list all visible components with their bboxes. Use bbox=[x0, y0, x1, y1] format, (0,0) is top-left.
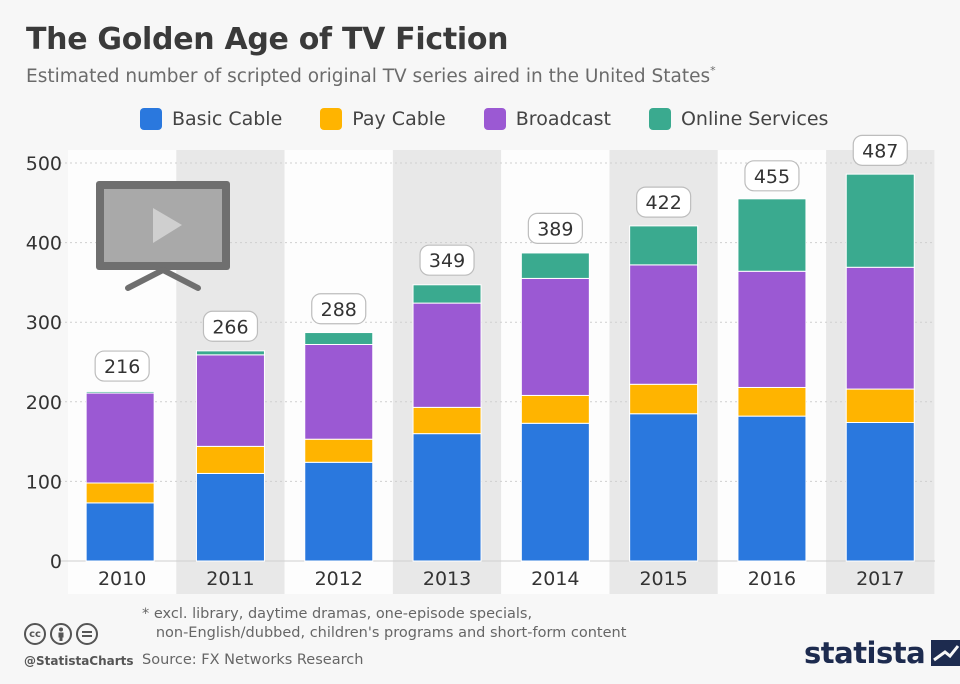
y-tick-label: 100 bbox=[26, 471, 62, 493]
total-label-2017: 487 bbox=[852, 134, 908, 166]
y-tick-label: 0 bbox=[50, 551, 62, 573]
legend-item-broadcast: Broadcast bbox=[483, 108, 611, 130]
bar-2017-basic-cable bbox=[845, 421, 915, 562]
bar-2013-pay-cable bbox=[412, 406, 482, 435]
svg-text:389: 389 bbox=[537, 218, 573, 240]
chart-title: The Golden Age of TV Fiction bbox=[26, 22, 509, 57]
bars bbox=[85, 173, 915, 562]
bar-2016-basic-cable bbox=[737, 415, 807, 562]
svg-text:455: 455 bbox=[754, 166, 790, 188]
bar-2014-broadcast bbox=[520, 277, 590, 396]
legend-label-pay-cable: Pay Cable bbox=[352, 108, 446, 130]
y-tick-label: 400 bbox=[26, 233, 62, 255]
bar-2017-broadcast bbox=[845, 266, 915, 390]
bar-2013-online-services bbox=[412, 284, 482, 304]
bar-2012-basic-cable bbox=[304, 461, 374, 562]
chart-subtitle: Estimated number of scripted original TV… bbox=[26, 64, 716, 87]
bar-2012-online-services bbox=[304, 332, 374, 345]
bar-2011-online-services bbox=[195, 350, 265, 356]
bar-2012-broadcast bbox=[304, 343, 374, 440]
bar-2017-online-services bbox=[845, 173, 915, 268]
total-label-2011: 266 bbox=[202, 310, 259, 342]
total-label-2016: 455 bbox=[744, 160, 800, 192]
x-tick-label: 2010 bbox=[98, 568, 146, 590]
subtitle-footnote-mark: * bbox=[710, 64, 716, 77]
bar-2015-online-services bbox=[629, 225, 699, 266]
y-axis: 0 100 200 300 400 500 bbox=[26, 153, 62, 573]
total-label-2013: 349 bbox=[419, 244, 475, 276]
svg-text:422: 422 bbox=[646, 192, 682, 214]
no-derivatives-icon bbox=[76, 623, 98, 645]
legend-item-online-services: Online Services bbox=[648, 108, 829, 130]
subtitle-text: Estimated number of scripted original TV… bbox=[26, 66, 711, 87]
bar-2016-online-services bbox=[737, 198, 807, 272]
bar-2014-online-services bbox=[520, 252, 590, 279]
bar-2017-pay-cable bbox=[845, 388, 915, 423]
x-axis: 2010 2011 2012 2013 2014 2015 2016 2017 bbox=[98, 568, 904, 590]
footnote: * excl. library, daytime dramas, one-epi… bbox=[142, 606, 627, 641]
svg-text:288: 288 bbox=[321, 299, 357, 321]
total-label-2015: 422 bbox=[636, 186, 692, 218]
attribution-icon bbox=[50, 623, 72, 645]
svg-text:216: 216 bbox=[104, 356, 140, 378]
bar-2011-basic-cable bbox=[195, 472, 265, 562]
svg-text:487: 487 bbox=[862, 140, 898, 162]
creative-commons-icon: cc bbox=[24, 623, 46, 645]
bar-2011-broadcast bbox=[195, 354, 265, 447]
x-tick-label: 2011 bbox=[206, 568, 254, 590]
legend-swatch-broadcast bbox=[483, 108, 506, 130]
license-icons: cc bbox=[24, 623, 98, 645]
social-handle: @StatistaCharts bbox=[24, 654, 134, 668]
y-tick-label: 200 bbox=[26, 392, 62, 414]
legend-item-basic-cable: Basic Cable bbox=[140, 108, 282, 130]
legend-swatch-basic-cable bbox=[140, 108, 162, 130]
bar-2010-broadcast bbox=[85, 392, 155, 484]
bar-2015-broadcast bbox=[629, 264, 699, 385]
bar-2014-pay-cable bbox=[520, 394, 590, 424]
y-tick-label: 500 bbox=[26, 153, 62, 175]
bar-2012-pay-cable bbox=[304, 438, 374, 463]
statista-mark-icon bbox=[931, 640, 960, 666]
x-tick-label: 2014 bbox=[531, 568, 579, 590]
total-label-2010: 216 bbox=[94, 350, 150, 382]
bar-2013-broadcast bbox=[412, 302, 482, 408]
x-tick-label: 2017 bbox=[856, 568, 904, 590]
brand-wordmark: statista bbox=[804, 636, 926, 670]
total-label-2014: 389 bbox=[527, 212, 583, 244]
x-tick-label: 2012 bbox=[315, 568, 363, 590]
statista-logo[interactable]: statista bbox=[804, 636, 960, 670]
bar-2010-basic-cable bbox=[85, 502, 155, 562]
x-tick-label: 2015 bbox=[639, 568, 687, 590]
bar-2015-pay-cable bbox=[629, 383, 699, 415]
bar-2015-basic-cable bbox=[629, 413, 699, 562]
legend: Basic Cable Pay Cable Broadcast Online S… bbox=[140, 108, 828, 130]
bar-2010-online-services bbox=[85, 390, 155, 394]
x-tick-label: 2013 bbox=[423, 568, 471, 590]
total-label-2012: 288 bbox=[311, 293, 367, 325]
svg-text:349: 349 bbox=[429, 250, 465, 272]
legend-item-pay-cable: Pay Cable bbox=[320, 108, 446, 130]
bar-2010-pay-cable bbox=[85, 482, 155, 504]
bar-2011-pay-cable bbox=[195, 445, 265, 474]
bar-2016-pay-cable bbox=[737, 386, 807, 417]
svg-text:266: 266 bbox=[212, 316, 248, 338]
bar-2013-basic-cable bbox=[412, 433, 482, 562]
tv-icon bbox=[96, 181, 230, 291]
bar-2016-broadcast bbox=[737, 270, 807, 388]
legend-label-online-services: Online Services bbox=[680, 108, 829, 130]
source-text: Source: FX Networks Research bbox=[142, 652, 364, 668]
legend-swatch-online-services bbox=[648, 108, 671, 130]
x-tick-label: 2016 bbox=[748, 568, 796, 590]
legend-label-broadcast: Broadcast bbox=[515, 108, 611, 130]
bar-2014-basic-cable bbox=[520, 422, 590, 562]
y-tick-label: 300 bbox=[26, 312, 62, 334]
legend-label-basic-cable: Basic Cable bbox=[172, 108, 283, 130]
total-labels: 216 266 288 349 389 422 455 487 bbox=[94, 134, 908, 382]
legend-swatch-pay-cable bbox=[320, 108, 343, 130]
